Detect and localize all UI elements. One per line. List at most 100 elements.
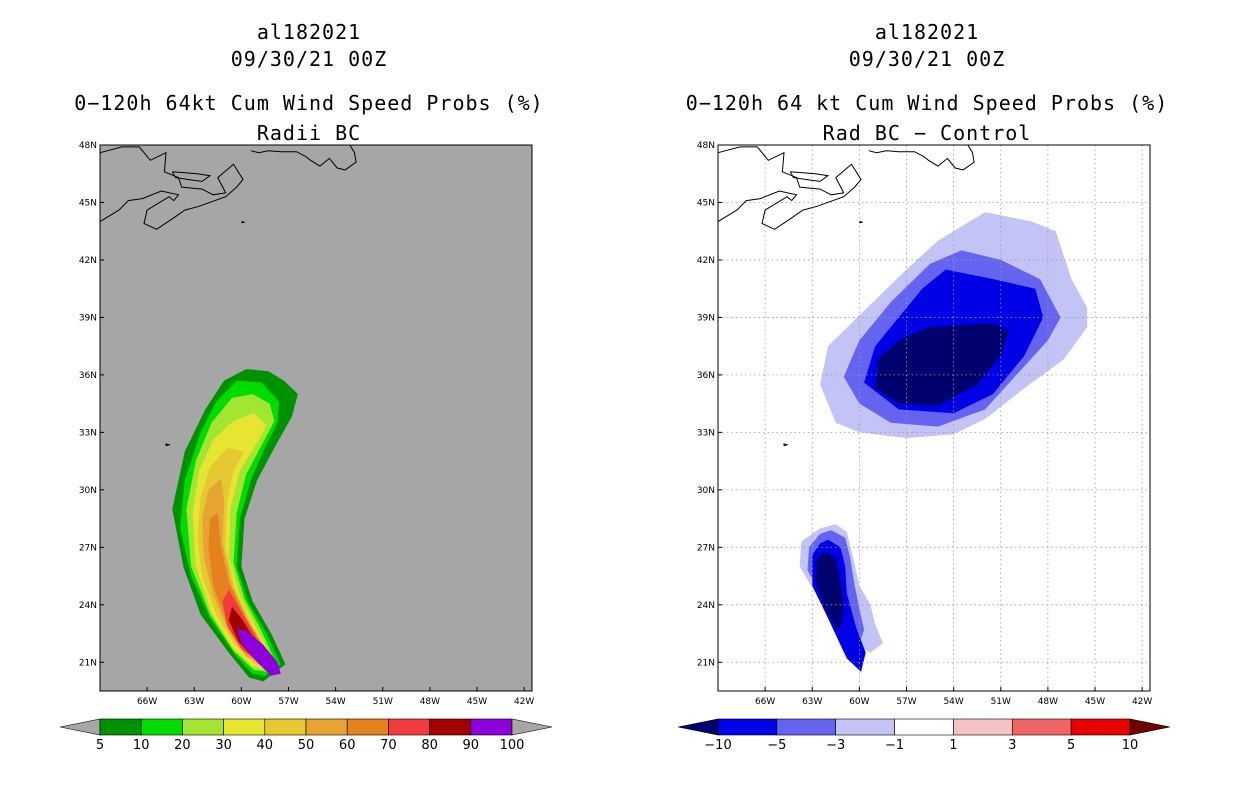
right-ytick-label-0: 48N — [697, 141, 715, 151]
right-colorbar-segment-2 — [835, 718, 895, 736]
right-colorbar-segment-0 — [717, 718, 778, 736]
left-colorbar-label-6: 60 — [339, 738, 356, 753]
right-colorbar-extend-low — [677, 718, 719, 736]
left-xtick-label-2: 60W — [231, 697, 251, 707]
left-datetime: 09/30/21 00Z — [230, 47, 388, 71]
left-colorbar-segment-6 — [346, 718, 389, 736]
left-colorbar-segment-1 — [140, 718, 183, 736]
right-xtick-label-4: 54W — [943, 697, 963, 707]
right-colorbar-segment-3 — [894, 718, 954, 736]
left-ytick-label-8: 24N — [79, 601, 97, 611]
right-colorbar-extend-high — [1129, 718, 1171, 736]
left-colorbar-label-5: 50 — [298, 738, 315, 753]
left-storm-id: al182021 — [256, 20, 362, 44]
left-colorbar-label-2: 20 — [174, 738, 191, 753]
right-xtick-label-6: 48W — [1038, 697, 1058, 707]
right-storm-id: al182021 — [874, 20, 980, 44]
left-coastline-1 — [171, 171, 212, 182]
right-ytick-label-4: 36N — [697, 371, 715, 381]
right-xtick-label-7: 45W — [1085, 697, 1105, 707]
right-xtick-label-0: 66W — [755, 697, 775, 707]
right-ytick-label-2: 42N — [697, 256, 715, 266]
left-colorbar-label-8: 80 — [421, 738, 438, 753]
left-colorbar-label-9: 90 — [463, 738, 480, 753]
right-coastline-3 — [858, 221, 863, 224]
right-coastline-4 — [783, 443, 789, 447]
left-map-background — [100, 145, 532, 691]
left-ytick-label-3: 39N — [79, 313, 97, 323]
right-colorbar-segment-5 — [1011, 718, 1072, 736]
left-ytick-label-1: 45N — [79, 198, 97, 208]
right-xtick-label-2: 60W — [849, 697, 869, 707]
right-panel: al182021 09/30/21 00Z 0−120h 64 kt Cum W… — [618, 0, 1236, 800]
left-xtick-label-6: 48W — [420, 697, 440, 707]
left-xtick-label-1: 63W — [184, 697, 204, 707]
left-coastline-3 — [240, 221, 245, 224]
left-ytick-label-2: 42N — [79, 256, 97, 266]
left-xtick-label-3: 57W — [278, 697, 298, 707]
left-contour-50-5 — [202, 478, 270, 667]
right-ytick-label-3: 39N — [697, 313, 715, 323]
left-colorbar-extend-high — [511, 718, 553, 736]
right-xtick-label-5: 51W — [991, 697, 1011, 707]
right-subtitle: Rad BC − Control — [822, 121, 1032, 145]
left-coastline-4 — [165, 443, 171, 447]
left-colorbar-segment-3 — [223, 718, 266, 736]
left-ytick-label-5: 33N — [79, 428, 97, 438]
left-coastline-0 — [99, 146, 244, 230]
right-coastline-1 — [789, 171, 830, 182]
right-colorbar-label-4: 1 — [949, 738, 957, 753]
left-colorbar-label-4: 40 — [257, 738, 274, 753]
right-title: 0−120h 64 kt Cum Wind Speed Probs (%) — [685, 91, 1169, 115]
left-colorbar-segment-8 — [429, 718, 472, 736]
right-colorbar-segment-1 — [776, 718, 837, 736]
right-colorbar-label-7: 10 — [1122, 738, 1139, 753]
left-coastline-2 — [250, 144, 357, 171]
left-xtick-label-8: 42W — [514, 697, 534, 707]
right-colorbar-label-6: 5 — [1067, 738, 1075, 753]
left-colorbar-label-7: 70 — [380, 738, 397, 753]
left-colorbar-segment-9 — [470, 718, 513, 736]
left-ytick-label-4: 36N — [79, 371, 97, 381]
right-ytick-label-8: 24N — [697, 601, 715, 611]
left-colorbar-segment-2 — [182, 718, 224, 736]
right-coastline-2 — [868, 144, 975, 171]
left-xtick-label-5: 51W — [373, 697, 393, 707]
left-colorbar-label-10: 100 — [500, 738, 525, 753]
left-chart: 66W 63W 60W 57W 54W 51W 48W 45W 42W 48N 45N 42N 39N 3… — [59, 141, 553, 753]
left-panel: al182021 09/30/21 00Z 0−120h 64kt Cum Wi… — [59, 20, 553, 753]
right-xtick-label-8: 42W — [1132, 697, 1152, 707]
left-title: 0−120h 64kt Cum Wind Speed Probs (%) — [74, 91, 544, 115]
right-colorbar-label-2: −3 — [826, 738, 845, 753]
left-colorbar-segment-4 — [264, 718, 307, 736]
right-datetime: 09/30/21 00Z — [848, 47, 1006, 71]
left-colorbar-label-1: 10 — [133, 738, 150, 753]
right-chart: 66W 63W 60W 57W 54W 51W 48W 45W 42W 48N 45N 42N 39N 3… — [677, 141, 1171, 753]
left-colorbar-segment-7 — [388, 718, 430, 736]
left-colorbar-label-3: 30 — [215, 738, 232, 753]
right-xtick-label-1: 63W — [802, 697, 822, 707]
right-colorbar-label-3: −1 — [885, 738, 904, 753]
right-contour-neg10-3 — [875, 323, 1009, 406]
right-coastline-0 — [717, 146, 862, 230]
left-colorbar-segment-0 — [99, 718, 142, 736]
right-colorbar-label-1: −5 — [767, 738, 786, 753]
left-colorbar-segment-5 — [305, 718, 348, 736]
left-colorbar-label-0: 5 — [96, 738, 104, 753]
right-xtick-label-3: 57W — [896, 697, 916, 707]
right-ytick-label-6: 30N — [697, 486, 715, 496]
right-colorbar-label-5: 3 — [1008, 738, 1016, 753]
left-ytick-label-0: 48N — [79, 141, 97, 151]
right-contour-neg10-7 — [815, 551, 844, 632]
left-ytick-label-9: 21N — [79, 658, 97, 668]
left-contour-90-9 — [236, 627, 281, 676]
right-colorbar-segment-4 — [953, 718, 1013, 736]
left-xtick-label-0: 66W — [137, 697, 157, 707]
right-map-frame — [717, 144, 1151, 692]
left-xtick-label-7: 45W — [467, 697, 487, 707]
right-ytick-label-1: 45N — [697, 198, 715, 208]
left-colorbar-extend-low — [59, 718, 101, 736]
left-ytick-label-6: 30N — [79, 486, 97, 496]
left-ytick-label-7: 27N — [79, 543, 97, 553]
left-map-frame — [99, 144, 533, 692]
